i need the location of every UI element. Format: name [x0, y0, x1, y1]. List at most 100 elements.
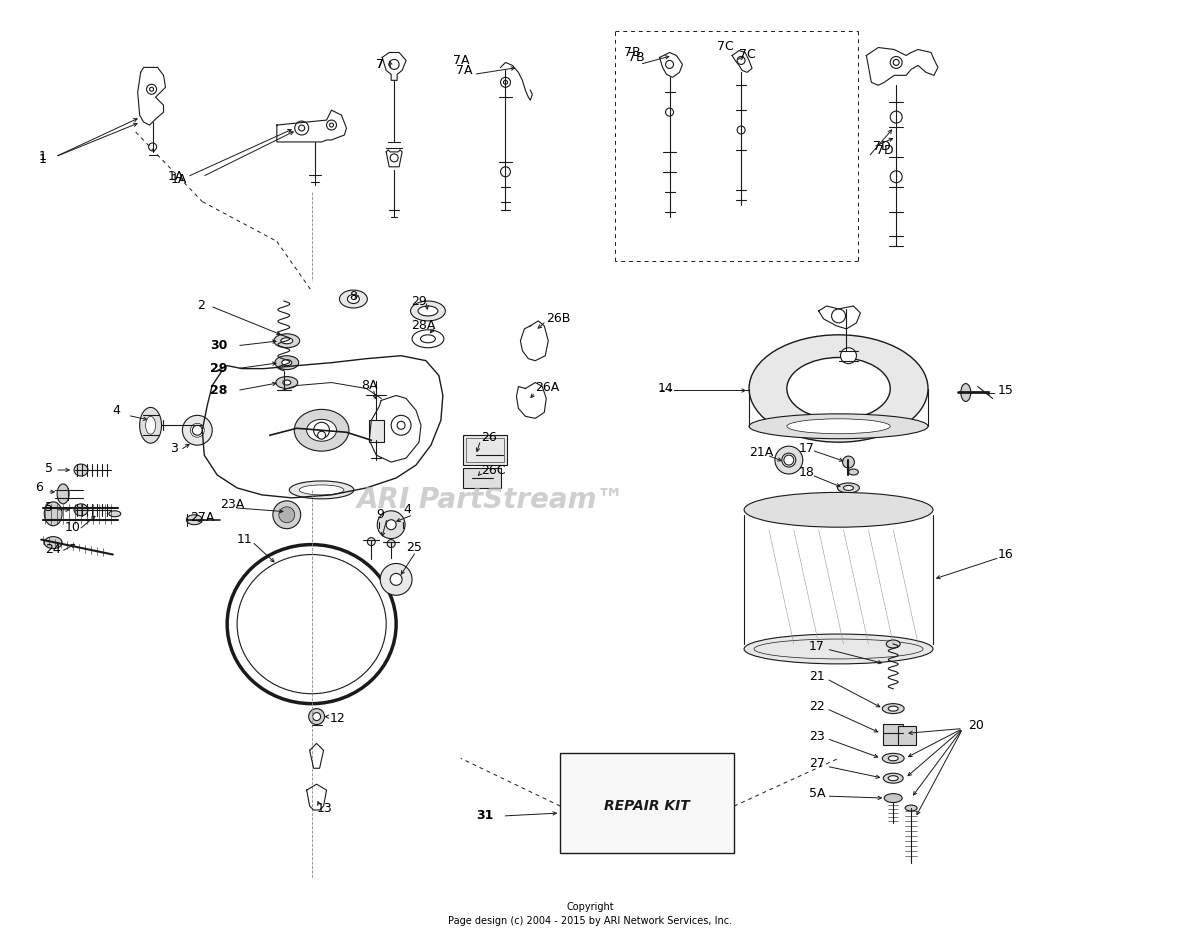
Ellipse shape	[380, 563, 412, 595]
Ellipse shape	[183, 415, 212, 446]
Ellipse shape	[838, 483, 859, 493]
Text: 26B: 26B	[546, 313, 571, 325]
Text: 1A: 1A	[170, 173, 186, 186]
Text: Copyright: Copyright	[566, 902, 614, 912]
Text: 14: 14	[657, 382, 674, 395]
Text: 7B: 7B	[624, 46, 641, 59]
Text: 5: 5	[45, 501, 53, 515]
Text: 24: 24	[45, 543, 61, 556]
Circle shape	[392, 415, 411, 435]
Ellipse shape	[283, 380, 290, 385]
Ellipse shape	[275, 356, 299, 370]
Circle shape	[843, 456, 854, 468]
Circle shape	[317, 431, 326, 439]
Text: 6: 6	[35, 482, 44, 495]
Ellipse shape	[145, 416, 156, 434]
Text: 23: 23	[808, 730, 825, 743]
Circle shape	[150, 87, 153, 91]
Bar	[884, 723, 903, 745]
Text: REPAIR KIT: REPAIR KIT	[604, 799, 689, 813]
Ellipse shape	[775, 447, 802, 474]
Ellipse shape	[884, 793, 903, 803]
Text: 25: 25	[406, 541, 422, 554]
Ellipse shape	[378, 511, 405, 538]
Bar	[898, 725, 916, 745]
Circle shape	[146, 84, 157, 94]
Text: 29: 29	[411, 295, 427, 307]
Text: 5A: 5A	[808, 787, 825, 799]
Ellipse shape	[139, 408, 162, 443]
Ellipse shape	[74, 465, 88, 476]
Text: 23A: 23A	[221, 499, 244, 511]
Ellipse shape	[889, 756, 898, 761]
Text: 8A: 8A	[361, 379, 378, 392]
Ellipse shape	[883, 703, 904, 714]
Ellipse shape	[74, 503, 88, 516]
Circle shape	[387, 539, 395, 548]
Text: 7: 7	[376, 58, 385, 71]
Ellipse shape	[420, 335, 435, 343]
Text: 26C: 26C	[480, 464, 505, 477]
Text: 30: 30	[210, 339, 228, 353]
Circle shape	[192, 426, 202, 435]
Ellipse shape	[307, 419, 336, 441]
Ellipse shape	[749, 414, 927, 439]
Text: Page design (c) 2004 - 2015 by ARI Network Services, Inc.: Page design (c) 2004 - 2015 by ARI Netwo…	[448, 917, 732, 926]
Text: 26: 26	[480, 430, 497, 444]
Ellipse shape	[782, 453, 795, 467]
Text: 28A: 28A	[411, 319, 435, 333]
Text: 18: 18	[799, 465, 814, 479]
Ellipse shape	[190, 424, 204, 437]
Text: 31: 31	[477, 810, 494, 823]
Ellipse shape	[274, 334, 300, 348]
Ellipse shape	[749, 335, 927, 442]
Circle shape	[367, 538, 375, 546]
Circle shape	[149, 143, 157, 151]
Ellipse shape	[44, 501, 63, 526]
Ellipse shape	[186, 515, 202, 524]
Text: 8: 8	[349, 289, 358, 302]
Ellipse shape	[289, 481, 354, 499]
Text: 5: 5	[45, 462, 53, 475]
Circle shape	[386, 520, 396, 530]
Text: 21: 21	[808, 670, 825, 684]
Text: 7A: 7A	[455, 64, 472, 77]
Circle shape	[784, 455, 794, 465]
Circle shape	[313, 713, 321, 720]
Ellipse shape	[347, 295, 360, 303]
Ellipse shape	[961, 384, 971, 401]
Text: 4: 4	[113, 404, 120, 417]
Ellipse shape	[787, 419, 890, 434]
Ellipse shape	[294, 410, 349, 451]
Text: 3: 3	[170, 442, 178, 455]
Text: 26A: 26A	[536, 381, 559, 394]
Ellipse shape	[905, 805, 917, 811]
Circle shape	[314, 422, 329, 438]
Text: 1: 1	[38, 151, 46, 163]
Text: 7D: 7D	[877, 144, 894, 157]
Ellipse shape	[109, 511, 120, 517]
Text: 9: 9	[376, 508, 385, 521]
Text: 7C: 7C	[717, 40, 734, 53]
Ellipse shape	[886, 640, 900, 648]
Ellipse shape	[745, 492, 933, 527]
Text: 17: 17	[808, 641, 825, 653]
Ellipse shape	[411, 301, 445, 321]
Ellipse shape	[745, 634, 933, 664]
Text: 17: 17	[799, 442, 814, 455]
Text: ARI PartStream™: ARI PartStream™	[356, 485, 624, 514]
Ellipse shape	[883, 754, 904, 763]
Ellipse shape	[889, 706, 898, 711]
Ellipse shape	[418, 306, 438, 316]
Ellipse shape	[300, 485, 343, 495]
Bar	[369, 420, 385, 442]
Ellipse shape	[787, 357, 890, 420]
Circle shape	[273, 501, 301, 529]
Bar	[463, 468, 500, 488]
Text: 20: 20	[968, 719, 984, 732]
Text: 15: 15	[997, 384, 1014, 397]
Text: 7: 7	[376, 58, 385, 71]
Circle shape	[309, 708, 325, 724]
FancyBboxPatch shape	[560, 754, 734, 853]
Text: 7D: 7D	[873, 140, 891, 154]
